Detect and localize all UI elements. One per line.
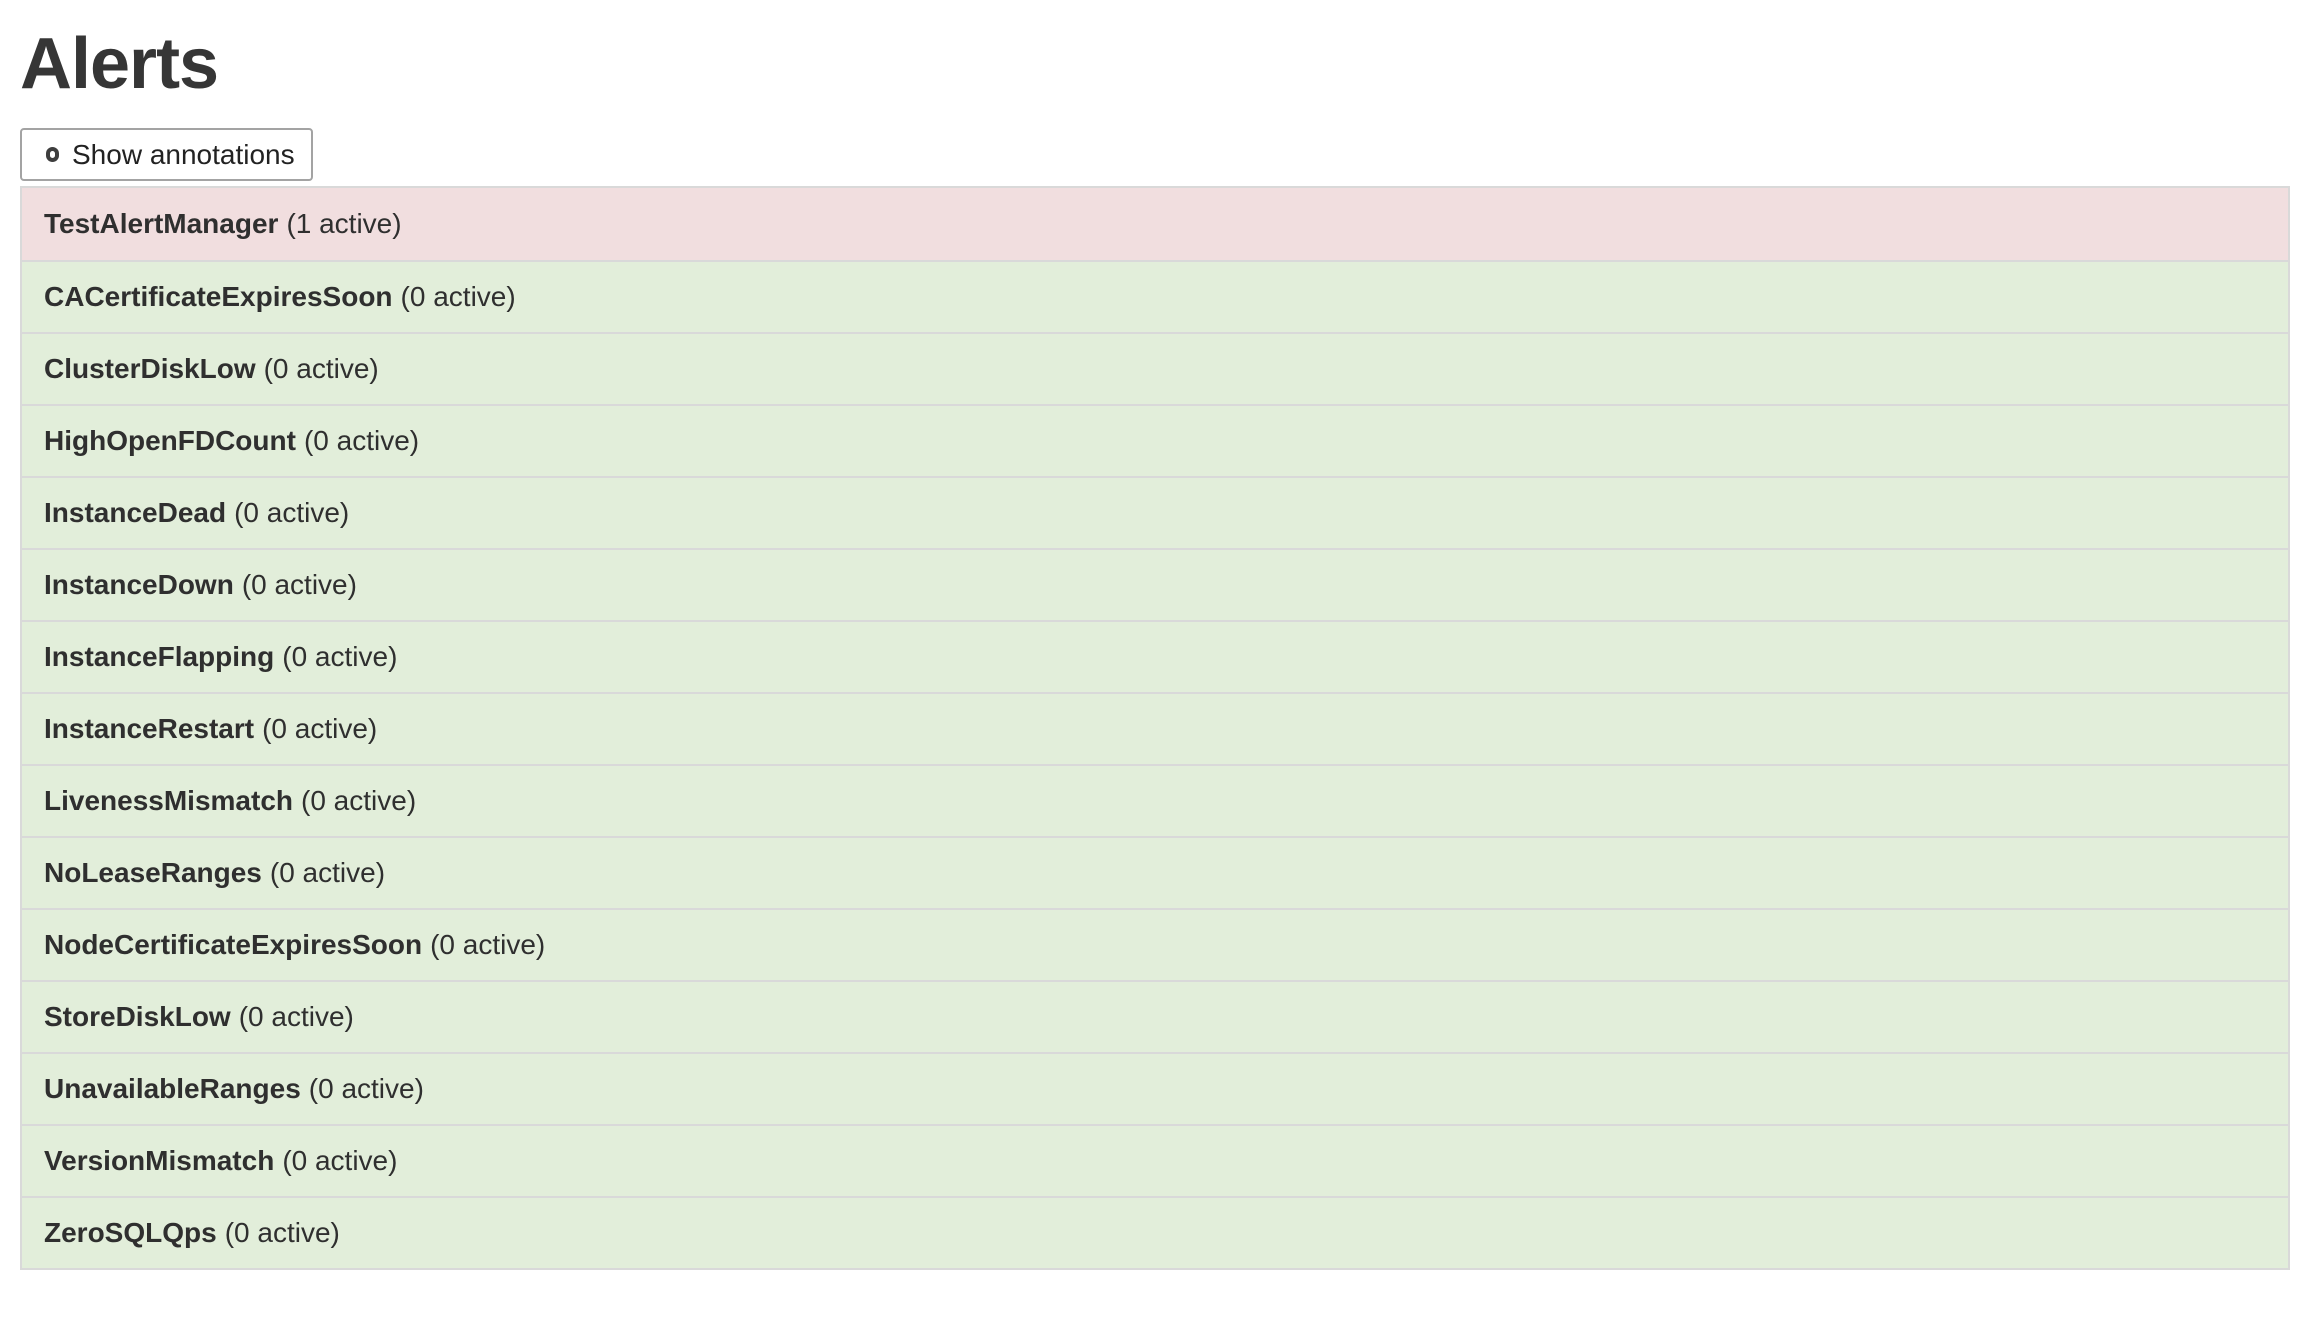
- alert-active-count: (0 active): [308, 1073, 424, 1105]
- alert-active-count: (1 active): [286, 208, 402, 240]
- alert-active-count: (0 active): [282, 641, 398, 673]
- alert-row[interactable]: StoreDiskLow (0 active): [22, 980, 2288, 1053]
- alert-rule-name: InstanceDown: [44, 569, 234, 601]
- alert-rule-name: ZeroSQLQps: [44, 1217, 217, 1249]
- alert-rule-name: VersionMismatch: [44, 1145, 275, 1177]
- alert-active-count: (0 active): [400, 281, 516, 313]
- alert-active-count: (0 active): [269, 857, 386, 889]
- alert-active-count: (0 active): [282, 1145, 398, 1177]
- show-annotations-label: Show annotations: [72, 138, 295, 170]
- alert-row[interactable]: NodeCertificateExpiresSoon (0 active): [22, 908, 2288, 981]
- alerts-page: Alerts Show annotations TestAlertManager…: [0, 24, 2312, 1271]
- alert-row[interactable]: LivenessMismatch (0 active): [22, 764, 2288, 837]
- show-annotations-button[interactable]: Show annotations: [20, 128, 313, 182]
- alert-row[interactable]: InstanceRestart (0 active): [22, 692, 2288, 765]
- alert-rule-name: TestAlertManager: [44, 208, 279, 240]
- alert-row[interactable]: UnavailableRanges (0 active): [22, 1052, 2288, 1125]
- alert-rule-name: StoreDiskLow: [44, 1001, 231, 1033]
- annotations-checkbox-icon[interactable]: [46, 147, 59, 163]
- alert-rule-name: LivenessMismatch: [44, 785, 293, 817]
- alert-rule-name: HighOpenFDCount: [44, 425, 296, 457]
- alert-active-count: (0 active): [238, 1001, 354, 1033]
- alert-rule-name: NoLeaseRanges: [44, 857, 262, 889]
- page-title: Alerts: [20, 24, 219, 104]
- alert-rule-name: UnavailableRanges: [44, 1073, 301, 1105]
- alert-row[interactable]: CACertificateExpiresSoon (0 active): [22, 260, 2288, 333]
- alert-active-count: (0 active): [234, 497, 350, 529]
- alert-row[interactable]: InstanceDown (0 active): [22, 548, 2288, 621]
- alert-rule-name: InstanceFlapping: [44, 641, 275, 673]
- alert-row[interactable]: NoLeaseRanges (0 active): [22, 836, 2288, 909]
- alert-active-count: (0 active): [263, 353, 379, 385]
- alert-active-count: (0 active): [241, 569, 357, 601]
- alert-rule-name: CACertificateExpiresSoon: [44, 281, 393, 313]
- alert-row[interactable]: TestAlertManager (1 active): [22, 188, 2288, 261]
- alert-row[interactable]: ClusterDiskLow (0 active): [22, 332, 2288, 405]
- alert-rule-name: ClusterDiskLow: [44, 353, 256, 385]
- alert-active-count: (0 active): [430, 929, 546, 961]
- alert-row[interactable]: VersionMismatch (0 active): [22, 1124, 2288, 1197]
- alert-row[interactable]: InstanceFlapping (0 active): [22, 620, 2288, 693]
- alert-row[interactable]: InstanceDead (0 active): [22, 476, 2288, 549]
- alert-rule-name: NodeCertificateExpiresSoon: [44, 929, 423, 961]
- alert-active-count: (0 active): [303, 425, 420, 457]
- alert-row[interactable]: HighOpenFDCount (0 active): [22, 404, 2288, 477]
- alert-rule-name: InstanceDead: [44, 497, 227, 529]
- alert-rule-name: InstanceRestart: [44, 713, 255, 745]
- alert-active-count: (0 active): [262, 713, 378, 745]
- alerts-list: TestAlertManager (1 active) CACertificateE…: [20, 186, 2290, 1271]
- alert-row[interactable]: ZeroSQLQps (0 active): [22, 1196, 2288, 1269]
- alert-active-count: (0 active): [301, 785, 417, 817]
- alert-active-count: (0 active): [224, 1217, 340, 1249]
